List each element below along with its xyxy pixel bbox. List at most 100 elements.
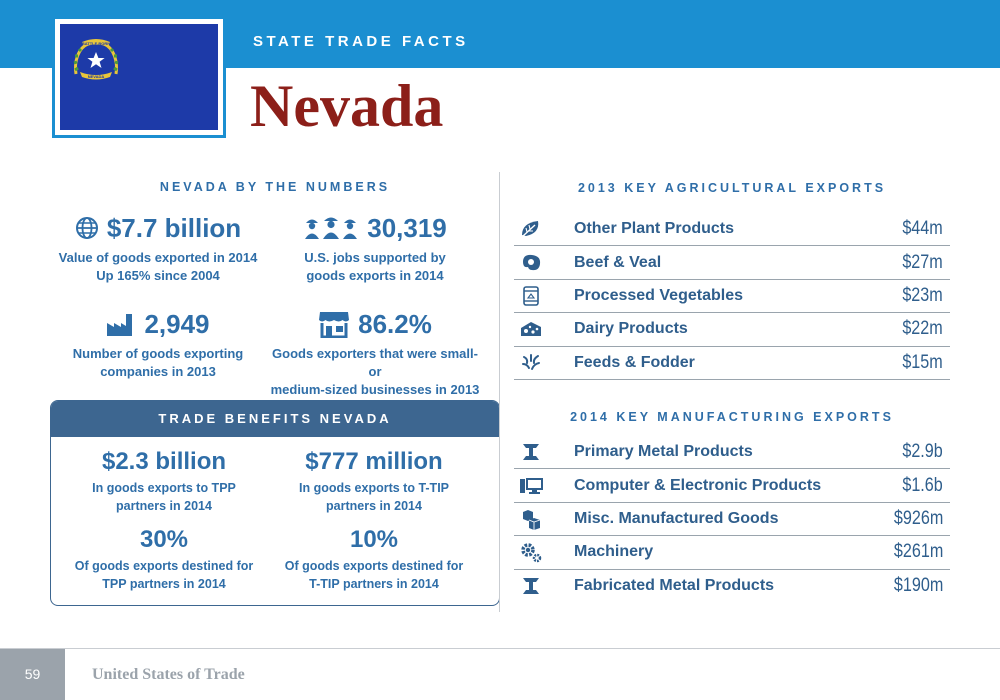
benefit-desc-line: T-TIP partners in 2014: [309, 577, 439, 591]
export-label: Fabricated Metal Products: [574, 577, 775, 595]
benefit-desc-line: In goods exports to T-TIP: [299, 481, 449, 495]
mfg-heading: 2014 KEY MANUFACTURING EXPORTS: [570, 410, 894, 424]
export-label: Machinery: [574, 543, 654, 561]
i-beam-icon: [523, 578, 539, 595]
export-value: $22m: [902, 318, 944, 340]
export-value: $190m: [893, 575, 944, 597]
list-item: Misc. Manufactured Goods $926m: [514, 503, 950, 537]
page-number: 59: [0, 649, 65, 700]
export-value: $44m: [902, 218, 944, 240]
state-flag: BATTLE BORN NEVADA: [52, 16, 226, 138]
export-label: Processed Vegetables: [574, 286, 743, 304]
export-label: Primary Metal Products: [574, 443, 753, 461]
gears-icon: [521, 543, 542, 563]
flag-banner-bottom: NEVADA: [88, 74, 105, 79]
benefit-description: In goods exports to TPP partners in 2014: [59, 479, 269, 515]
stat-jobs: 30,319 U.S. jobs supported by goods expo…: [270, 210, 480, 285]
benefit-description: Of goods exports destined for TPP partne…: [59, 557, 269, 593]
benefit-value: 10%: [349, 526, 399, 553]
stat-small-business: 86.2% Goods exporters that were small- o…: [270, 306, 480, 399]
stat-export-value: $7.7 billion Value of goods exported in …: [53, 210, 263, 285]
publication-title: United States of Trade: [92, 666, 245, 683]
stat-description: Value of goods exported in 2014 Up 165% …: [53, 249, 263, 285]
footer-divider: [0, 648, 1000, 649]
globe-icon: [75, 217, 98, 239]
stat-description: Goods exporters that were small- or medi…: [270, 345, 480, 399]
stat-value: $7.7 billion: [106, 212, 242, 243]
stat-desc-line: Number of goods exporting: [72, 346, 244, 361]
mfg-export-list: Primary Metal Products $2.9b Computer & …: [514, 436, 950, 603]
list-item: Fabricated Metal Products $190m: [514, 570, 950, 603]
cheese-icon: [521, 322, 541, 337]
export-value: $23m: [902, 284, 944, 306]
stat-value: 86.2%: [358, 308, 432, 339]
export-value: $27m: [902, 251, 944, 273]
export-value: $1.6b: [902, 474, 944, 496]
agri-heading: 2013 KEY AGRICULTURAL EXPORTS: [577, 181, 887, 195]
benefit-desc-line: In goods exports to TPP: [92, 481, 236, 495]
export-value: $926m: [893, 507, 944, 529]
benefit-desc-line: partners in 2014: [116, 499, 212, 513]
trade-benefits-panel: TRADE BENEFITS NEVADA $2.3 billion In go…: [50, 400, 500, 606]
flag-field: BATTLE BORN NEVADA: [60, 24, 218, 130]
stat-value: 2,949: [144, 308, 210, 339]
list-item: Machinery $261m: [514, 536, 950, 570]
stat-companies: 2,949 Number of goods exporting companie…: [53, 306, 263, 381]
list-item: Other Plant Products $44m: [514, 213, 950, 247]
computer-icon: [520, 477, 543, 494]
benefit-ttip-value: $777 million In goods exports to T-TIP p…: [269, 447, 479, 515]
export-value: $15m: [902, 351, 944, 373]
benefit-value: 30%: [139, 526, 189, 553]
stat-desc-line: companies in 2013: [100, 364, 216, 379]
numbers-heading: NEVADA BY THE NUMBERS: [159, 180, 391, 194]
plant-leaf-icon: [522, 221, 539, 237]
benefit-tpp-share: 30% Of goods exports destined for TPP pa…: [59, 525, 269, 593]
flag-emblem-icon: BATTLE BORN NEVADA: [73, 39, 119, 80]
benefit-ttip-share: 10% Of goods exports destined for T-TIP …: [269, 525, 479, 593]
export-label: Dairy Products: [574, 320, 688, 338]
stat-desc-line: U.S. jobs supported by: [304, 250, 446, 265]
benefits-heading: TRADE BENEFITS NEVADA: [51, 401, 499, 437]
list-item: Primary Metal Products $2.9b: [514, 436, 950, 470]
export-label: Beef & Veal: [574, 253, 662, 271]
export-label: Misc. Manufactured Goods: [574, 509, 779, 527]
stat-value: 30,319: [367, 212, 447, 243]
column-divider: [499, 172, 500, 612]
benefit-desc-line: partners in 2014: [326, 499, 422, 513]
stat-desc-line: medium-sized businesses in 2013: [270, 382, 480, 397]
export-label: Feeds & Fodder: [574, 353, 695, 371]
stat-desc-line: goods exports in 2014: [306, 268, 444, 283]
list-item: Computer & Electronic Products $1.6b: [514, 469, 950, 503]
stat-desc-line: Up 165% since 2004: [96, 268, 220, 283]
list-item: Processed Vegetables $23m: [514, 280, 950, 314]
workers-icon: [305, 217, 358, 239]
list-item: Dairy Products $22m: [514, 313, 950, 347]
benefit-description: In goods exports to T-TIP partners in 20…: [269, 479, 479, 515]
export-value: $261m: [893, 541, 944, 563]
export-label: Other Plant Products: [574, 220, 735, 238]
steak-icon: [523, 254, 541, 270]
benefit-desc-line: TPP partners in 2014: [102, 577, 226, 591]
list-item: Feeds & Fodder $15m: [514, 347, 950, 380]
export-label: Computer & Electronic Products: [574, 476, 822, 494]
stat-desc-line: Value of goods exported in 2014: [58, 250, 258, 265]
list-item: Beef & Veal $27m: [514, 246, 950, 280]
boxes-icon: [523, 509, 541, 530]
benefit-value: $2.3 billion: [101, 448, 227, 475]
flag-banner-top: BATTLE BORN: [82, 41, 110, 46]
benefit-desc-line: Of goods exports destined for: [74, 559, 254, 573]
stat-desc-line: Goods exporters that were small- or: [272, 346, 478, 379]
benefit-tpp-value: $2.3 billion In goods exports to TPP par…: [59, 447, 269, 515]
benefit-desc-line: Of goods exports destined for: [284, 559, 464, 573]
agri-export-list: Other Plant Products $44m Beef & Veal $2…: [514, 213, 950, 380]
factory-icon: [107, 314, 133, 336]
stat-description: U.S. jobs supported by goods exports in …: [270, 249, 480, 285]
export-value: $2.9b: [902, 441, 944, 463]
grain-icon: [522, 353, 540, 370]
benefit-value: $777 million: [305, 448, 443, 475]
state-title: Nevada: [250, 73, 444, 139]
storefront-icon: [319, 312, 350, 338]
page-kicker: STATE TRADE FACTS: [253, 33, 469, 50]
i-beam-icon: [523, 444, 539, 461]
can-icon: [523, 286, 539, 306]
